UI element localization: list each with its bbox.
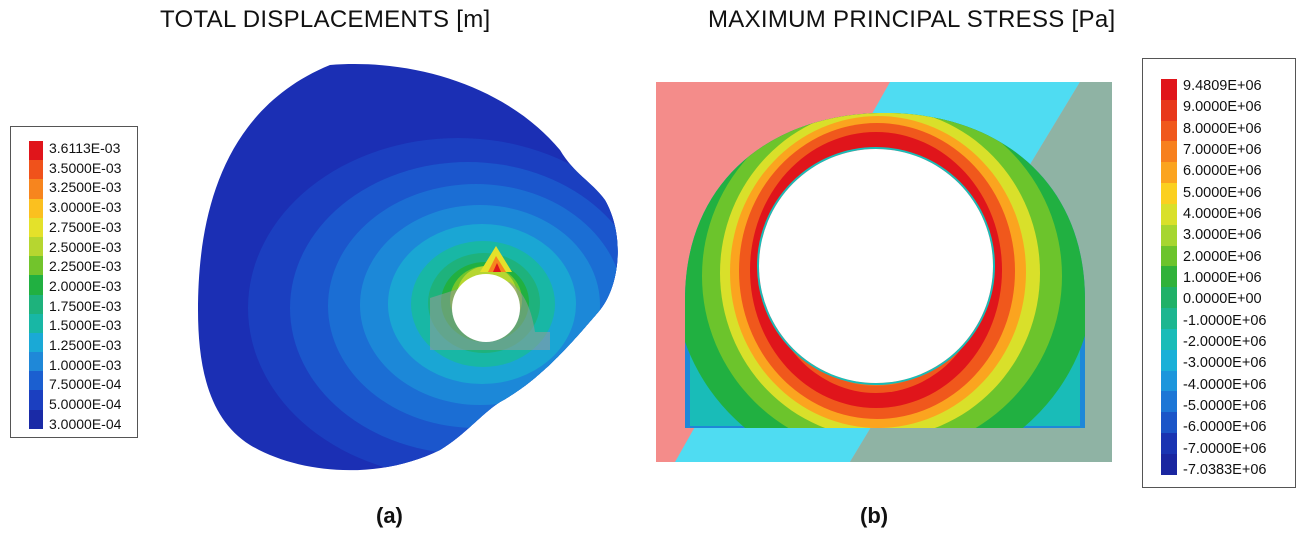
stress-legend-label: 1.0000E+06 [1183,269,1262,286]
displacement-legend-swatch [29,217,43,237]
stress-legend-swatch [1161,224,1177,246]
displacement-legend-label: 3.2500E-03 [49,179,122,196]
stress-legend-swatch [1161,453,1177,475]
stress-legend-label: -5.0000E+06 [1183,397,1267,414]
displacement-legend-swatch [29,236,43,257]
stress-contour-plot [656,82,1112,462]
figure-b-caption: (b) [860,503,889,528]
displacement-legend-label: 2.2500E-03 [49,258,122,275]
stress-legend-label: -2.0000E+06 [1183,333,1267,350]
stress-legend-swatch [1161,162,1177,184]
stress-legend-label: 3.0000E+06 [1183,227,1262,244]
stress-legend-swatch [1161,245,1177,267]
displacement-legend-label: 3.0000E-04 [49,415,122,432]
stress-legend-swatch [1161,99,1177,121]
stress-legend-label: 5.0000E+06 [1183,184,1262,201]
stress-legend-label: 2.0000E+06 [1183,248,1262,265]
displacement-contour-plot [198,64,618,471]
displacement-legend-swatch [29,198,43,218]
stress-legend-label: 8.0000E+06 [1183,120,1262,137]
figure-b-title: MAXIMUM PRINCIPAL STRESS [Pa] [708,6,1116,33]
displacement-legend-swatch [29,332,43,353]
tunnel-opening [759,149,993,383]
stress-legend-label: -1.0000E+06 [1183,312,1267,329]
stress-legend-swatch [1161,203,1177,225]
displacement-legend-swatch [29,390,43,410]
figure-a-caption: (a) [376,503,403,528]
displacement-legend-swatch [29,160,43,180]
figure-a-title: TOTAL DISPLACEMENTS [m] [160,6,491,33]
displacement-legend-swatch [29,141,43,161]
stress-legend-swatch [1161,120,1177,142]
displacement-legend-label: 1.7500E-03 [49,297,122,314]
stress-legend-swatch [1161,79,1177,100]
stress-legend-label: -3.0000E+06 [1183,355,1267,372]
stress-legend-swatch [1161,391,1177,413]
displacement-legend-swatch [29,179,43,199]
stress-legend-swatch [1161,141,1177,163]
displacement-legend-label: 2.0000E-03 [49,277,122,294]
stress-legend-swatch [1161,287,1177,309]
displacement-legend-label: 1.2500E-03 [49,337,122,354]
tunnel-opening [452,274,520,342]
stress-color-scale [1161,79,1177,475]
stress-legend-swatch [1161,308,1177,329]
stress-legend-labels: 9.4809E+06 9.0000E+06 8.0000E+06 7.0000E+06… [1183,79,1266,477]
displacement-legend-label: 3.5000E-03 [49,159,122,176]
stress-legend-label: -4.0000E+06 [1183,376,1267,393]
displacement-legend-label: 5.0000E-04 [49,396,122,413]
stress-legend-label: 6.0000E+06 [1183,163,1262,180]
stress-legend-swatch [1161,433,1177,454]
stress-legend-swatch [1161,266,1177,288]
displacement-color-scale [29,141,43,429]
displacement-contour-bands [198,64,618,471]
stress-legend-swatch [1161,183,1177,204]
stress-legend-swatch [1161,349,1177,371]
displacement-legend-swatch [29,409,43,429]
displacement-legend-label: 2.7500E-03 [49,218,122,235]
displacement-legend-label: 2.5000E-03 [49,238,122,255]
displacement-legend: 3.6113E-03 3.5000E-03 3.2500E-03 3.0000E-03… [10,126,138,438]
displacement-legend-label: 3.0000E-03 [49,199,122,216]
stress-legend-label: 7.0000E+06 [1183,141,1262,158]
stress-legend-label: 4.0000E+06 [1183,205,1262,222]
displacement-legend-swatch [29,352,43,372]
stress-legend-label: -7.0000E+06 [1183,440,1267,457]
displacement-legend-swatch [29,371,43,391]
stress-legend: 9.4809E+06 9.0000E+06 8.0000E+06 7.0000E+06… [1142,58,1296,488]
displacement-legend-label: 1.0000E-03 [49,356,122,373]
stress-legend-label: 9.0000E+06 [1183,99,1262,116]
stress-legend-swatch [1161,328,1177,350]
displacement-legend-label: 3.6113E-03 [49,140,121,156]
stress-legend-label: -6.0000E+06 [1183,419,1267,436]
displacement-legend-swatch [29,256,43,276]
stress-legend-label: -7.0383E+06 [1183,461,1267,478]
stress-legend-swatch [1161,370,1177,392]
displacement-legend-labels: 3.6113E-03 3.5000E-03 3.2500E-03 3.0000E-03… [49,141,121,431]
stress-legend-label: 0.0000E+00 [1183,291,1262,308]
displacement-legend-swatch [29,275,43,295]
displacement-legend-swatch [29,294,43,314]
displacement-legend-label: 1.5000E-03 [49,317,122,334]
displacement-legend-label: 7.5000E-04 [49,376,122,393]
displacement-legend-swatch [29,313,43,333]
stress-legend-swatch [1161,412,1177,434]
stress-legend-label: 9.4809E+06 [1183,78,1262,94]
